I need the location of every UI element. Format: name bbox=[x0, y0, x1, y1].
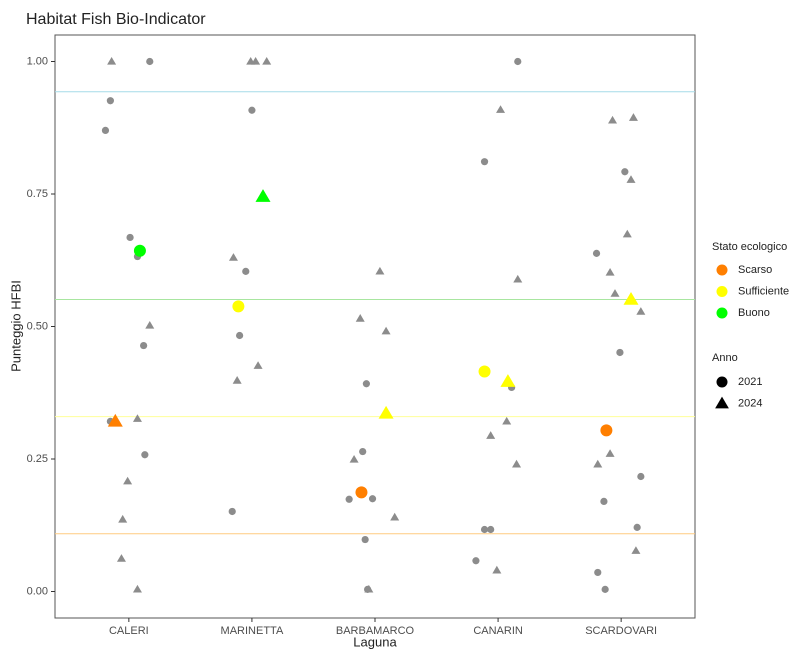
point bbox=[132, 584, 142, 593]
point bbox=[133, 244, 146, 257]
point bbox=[242, 267, 250, 275]
point bbox=[492, 565, 502, 574]
legend-label: 2021 bbox=[738, 376, 762, 388]
y-tick-label: 0.25 bbox=[27, 453, 48, 465]
point bbox=[513, 274, 523, 283]
point bbox=[600, 424, 613, 437]
point bbox=[349, 455, 359, 463]
point bbox=[637, 472, 645, 481]
point bbox=[514, 57, 522, 66]
y-tick-label: 0.75 bbox=[27, 188, 48, 200]
legend-swatch bbox=[716, 286, 728, 297]
point bbox=[594, 568, 602, 577]
point bbox=[600, 497, 608, 505]
x-tick-label: CALERI bbox=[109, 625, 149, 637]
point bbox=[253, 361, 263, 369]
point bbox=[228, 253, 238, 261]
point bbox=[626, 175, 636, 183]
point bbox=[361, 535, 369, 544]
point bbox=[118, 514, 128, 523]
legend-label: Scarso bbox=[738, 264, 772, 276]
y-tick-label: 0.00 bbox=[27, 585, 48, 597]
point bbox=[355, 314, 365, 322]
point bbox=[628, 113, 638, 121]
point bbox=[610, 289, 620, 297]
x-tick-label: BARBAMARCO bbox=[336, 625, 415, 637]
point bbox=[500, 374, 516, 387]
legend-label: Buono bbox=[738, 307, 770, 319]
y-tick-label: 1.00 bbox=[27, 55, 48, 67]
point bbox=[496, 105, 506, 113]
point bbox=[255, 189, 271, 202]
point bbox=[593, 459, 603, 468]
point bbox=[502, 416, 512, 425]
point bbox=[123, 476, 133, 485]
legend-swatch bbox=[716, 307, 728, 319]
point bbox=[487, 525, 495, 534]
point bbox=[101, 126, 110, 134]
x-tick-label: CANARIN bbox=[473, 625, 523, 637]
point bbox=[592, 249, 601, 257]
chart-title: Habitat Fish Bio-Indicator bbox=[26, 11, 206, 28]
point bbox=[368, 495, 377, 503]
point bbox=[631, 546, 641, 554]
point bbox=[512, 459, 522, 468]
point bbox=[251, 57, 261, 65]
point bbox=[146, 57, 154, 66]
point bbox=[145, 320, 155, 329]
point bbox=[375, 266, 385, 275]
point bbox=[116, 554, 126, 562]
point bbox=[345, 495, 353, 503]
point bbox=[126, 233, 134, 242]
point bbox=[623, 291, 639, 305]
y-tick-label: 0.50 bbox=[27, 320, 48, 332]
y-axis-title: Punteggio HFBI bbox=[8, 280, 23, 372]
x-tick-label: SCARDOVARI bbox=[585, 625, 657, 637]
x-tick-label: MARINETTA bbox=[221, 625, 284, 637]
point bbox=[480, 525, 489, 534]
point bbox=[140, 341, 148, 350]
legend-swatch bbox=[715, 396, 729, 409]
point bbox=[107, 57, 117, 65]
point bbox=[106, 97, 114, 105]
point bbox=[355, 486, 368, 499]
point bbox=[232, 300, 245, 313]
legend-label: 2024 bbox=[738, 397, 762, 409]
point bbox=[107, 413, 123, 427]
point bbox=[362, 380, 370, 388]
point bbox=[262, 57, 272, 65]
legend-title: Stato ecologico bbox=[712, 241, 787, 253]
legend-label: Sufficiente bbox=[738, 285, 789, 297]
point bbox=[232, 376, 242, 384]
point bbox=[381, 326, 391, 335]
point bbox=[228, 507, 236, 516]
point bbox=[248, 106, 256, 114]
point bbox=[486, 431, 496, 439]
legend-swatch bbox=[716, 376, 728, 388]
point bbox=[141, 451, 149, 459]
point bbox=[622, 229, 632, 238]
point bbox=[359, 447, 367, 456]
point bbox=[472, 557, 480, 565]
point bbox=[601, 585, 609, 593]
x-axis-title: Laguna bbox=[353, 634, 397, 649]
point bbox=[132, 414, 142, 422]
plot-panel bbox=[54, 34, 696, 619]
point bbox=[608, 115, 618, 124]
point bbox=[390, 512, 400, 521]
point bbox=[378, 405, 394, 419]
point bbox=[478, 365, 491, 378]
point bbox=[633, 523, 641, 531]
legend-title: Anno bbox=[712, 352, 738, 364]
point bbox=[605, 267, 615, 276]
point bbox=[236, 331, 244, 340]
point bbox=[364, 584, 374, 593]
point bbox=[621, 168, 629, 176]
legend-swatch bbox=[716, 264, 728, 276]
point bbox=[605, 449, 615, 457]
point bbox=[636, 307, 646, 315]
point bbox=[616, 348, 624, 357]
point bbox=[480, 158, 489, 166]
